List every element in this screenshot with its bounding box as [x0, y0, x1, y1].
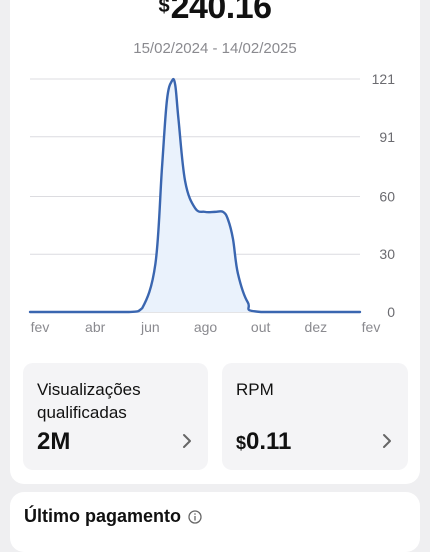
stat-value: $0.11	[236, 428, 292, 455]
y-tick-label: 121	[372, 71, 396, 87]
x-tick-label: out	[251, 319, 271, 335]
chevron-right-icon	[183, 434, 191, 448]
y-tick-label: 91	[379, 129, 395, 145]
x-tick-label: ago	[194, 319, 218, 335]
chevron-right-icon	[383, 434, 391, 448]
y-tick-label: 60	[379, 188, 395, 204]
last-payment-title: Último pagamento	[24, 506, 182, 526]
x-tick-label: jun	[140, 319, 160, 335]
info-icon[interactable]	[188, 510, 202, 524]
x-tick-label: fev	[362, 319, 381, 335]
total-amount: 240.16	[170, 0, 273, 26]
stat-label: Visualizações qualificadas	[37, 380, 141, 422]
chart-area-fill	[30, 79, 360, 313]
stat-label: RPM	[236, 380, 274, 399]
currency-symbol: $	[158, 0, 170, 17]
x-axis-labels: fev abr jun ago out dez fev	[31, 319, 381, 335]
x-tick-label: fev	[31, 319, 50, 335]
total-earnings: $240.16	[0, 0, 430, 27]
chart-series-line	[28, 77, 362, 314]
stat-card-qualified-views[interactable]: Visualizações qualificadas 2M	[23, 363, 208, 470]
last-payment-card[interactable]: Último pagamento	[10, 492, 420, 552]
date-range: 15/02/2024 - 14/02/2025	[133, 40, 297, 57]
earnings-chart: 0 30 60 91 121 fev abr jun ago out dez fev	[28, 71, 396, 335]
y-tick-label: 0	[387, 304, 395, 320]
x-tick-label: dez	[305, 319, 328, 335]
stat-card-rpm[interactable]: RPM $0.11	[222, 363, 408, 470]
y-axis-labels: 0 30 60 91 121	[372, 71, 396, 320]
y-tick-label: 30	[379, 246, 395, 262]
x-tick-label: abr	[85, 319, 106, 335]
stat-value: 2M	[37, 428, 71, 455]
